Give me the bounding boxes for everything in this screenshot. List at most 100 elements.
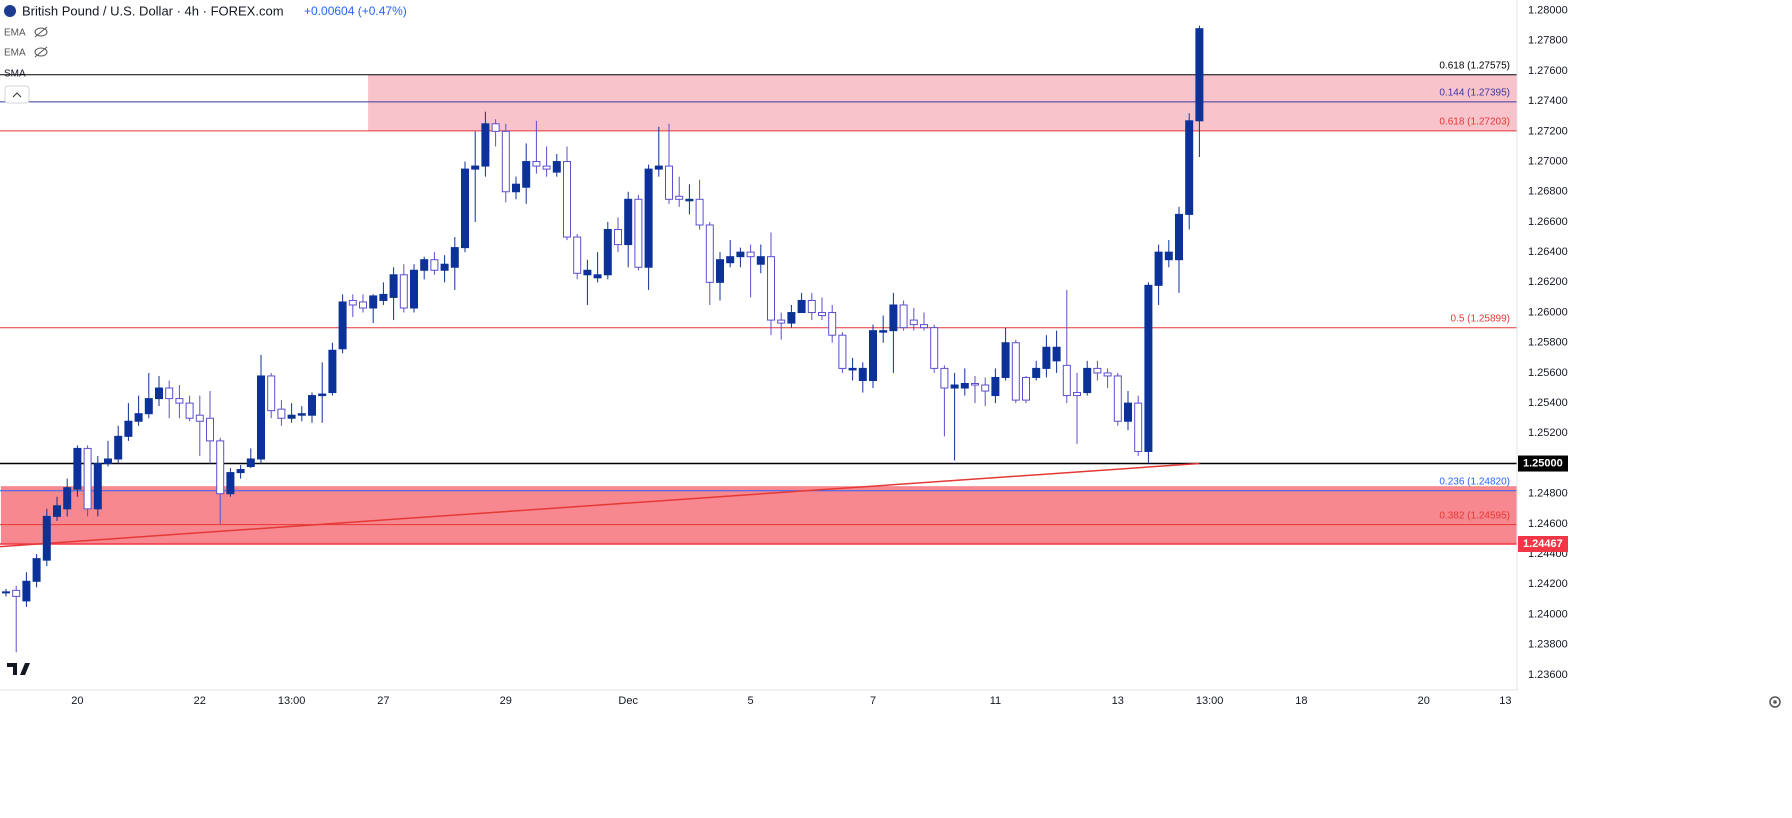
candle-body	[848, 367, 857, 371]
indicator-label[interactable]: EMA	[4, 48, 26, 59]
candle-body	[42, 515, 51, 561]
candle-body	[563, 161, 571, 238]
x-tick-label: Dec	[618, 695, 638, 707]
candle-body	[858, 367, 867, 381]
candle-body	[889, 304, 898, 332]
chart-title: British Pound / U.S. Dollar · 4h · FOREX…	[22, 3, 284, 18]
candle-body	[338, 301, 347, 350]
candle-body	[899, 304, 908, 329]
candle-body	[195, 414, 204, 422]
candle-body	[246, 458, 255, 468]
x-tick-label: 22	[194, 695, 206, 707]
candle-body	[491, 123, 500, 132]
candle-body	[216, 440, 225, 495]
candle-body	[226, 472, 235, 495]
plot-area: 0.618 (1.27575) 0.144 (1.27395) 0.618 (1.2…	[0, 25, 1518, 653]
price-tag-label: 1.24467	[1523, 538, 1563, 550]
y-tick-label: 1.26600	[1528, 216, 1568, 228]
indicator-label[interactable]: EMA	[4, 28, 26, 39]
candle-body	[399, 274, 408, 309]
candle-body	[787, 312, 796, 324]
candle-body	[930, 327, 939, 369]
y-tick-label: 1.23600	[1528, 669, 1568, 681]
x-tick-label: 13	[1112, 695, 1124, 707]
candle-body	[705, 224, 714, 283]
candle-body	[104, 458, 112, 465]
candle-body	[695, 198, 704, 226]
candle-body	[552, 161, 561, 173]
y-tick-label: 1.28000	[1528, 4, 1568, 16]
level-label: 0.5 (1.25899)	[1451, 313, 1511, 324]
y-tick-label: 1.27000	[1528, 155, 1568, 167]
candle-body	[1093, 367, 1102, 374]
x-tick-label: 13:00	[1196, 695, 1224, 707]
candle-body	[777, 319, 786, 324]
candle-body	[471, 165, 480, 170]
candle-body	[971, 383, 979, 386]
y-tick-label: 1.27400	[1528, 95, 1568, 107]
candle-body	[644, 168, 653, 268]
candle-body	[124, 420, 133, 437]
candle-body	[93, 463, 102, 510]
candle-body	[144, 398, 153, 415]
indicator-label[interactable]: SMA	[4, 69, 26, 80]
candle-body	[685, 198, 694, 202]
candle-body	[114, 435, 123, 460]
candle-body	[1103, 372, 1112, 377]
candle-body	[1062, 364, 1071, 397]
y-tick-label: 1.25600	[1528, 367, 1568, 379]
candle-body	[797, 299, 806, 314]
level-label: 0.236 (1.24820)	[1439, 476, 1510, 487]
candle-body	[440, 263, 449, 271]
candle-body	[328, 349, 337, 394]
candle-body	[583, 269, 592, 276]
x-tick-label: 18	[1295, 695, 1307, 707]
candle-body	[430, 259, 439, 271]
candle-body	[257, 375, 265, 460]
candle-body	[389, 274, 398, 298]
candle-body	[53, 505, 61, 517]
hide-icon[interactable]	[34, 46, 48, 58]
level-label: 0.382 (1.24595)	[1439, 510, 1510, 521]
y-tick-label: 1.26400	[1528, 246, 1568, 258]
candle-body	[420, 259, 429, 271]
candle-body	[807, 299, 816, 314]
candle-body	[1022, 376, 1030, 401]
candle-body	[318, 393, 327, 397]
x-tick-label: 27	[377, 695, 389, 707]
candle-body	[461, 168, 469, 249]
candle-body	[410, 269, 418, 309]
y-tick-label: 1.25200	[1528, 427, 1568, 439]
candle-body	[879, 330, 888, 333]
candle-body	[2, 591, 10, 594]
settings-icon[interactable]	[1769, 696, 1781, 708]
candle-body	[767, 256, 775, 321]
candle-body	[614, 228, 622, 246]
candle-body	[1124, 402, 1132, 422]
zone	[368, 74, 1518, 131]
x-tick-label: 13:00	[278, 695, 306, 707]
candle-body	[828, 312, 837, 336]
candle-body	[63, 487, 72, 510]
candle-body	[838, 334, 847, 369]
candle-body	[634, 198, 643, 268]
candle-body	[379, 293, 388, 301]
hide-icon[interactable]	[34, 26, 48, 38]
candle-body	[654, 165, 663, 170]
candle-body	[624, 198, 633, 246]
candle-body	[155, 387, 163, 400]
candle-body	[1042, 346, 1051, 369]
candle-body	[12, 589, 21, 597]
candle-body	[267, 375, 276, 412]
collapse-button[interactable]	[4, 85, 30, 104]
candle-body	[1134, 402, 1143, 452]
y-tick-label: 1.24600	[1528, 518, 1568, 530]
zone	[0, 486, 1517, 544]
candle-body	[134, 413, 143, 422]
candle-body	[1154, 251, 1163, 286]
flag-icon	[4, 5, 16, 17]
price-tag	[1518, 455, 1568, 472]
y-tick-label: 1.24200	[1528, 578, 1568, 590]
x-tick-label: 13	[1499, 695, 1511, 707]
